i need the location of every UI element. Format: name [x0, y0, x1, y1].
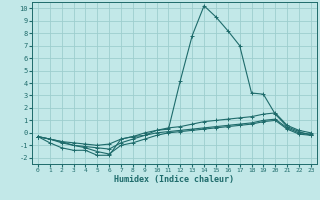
X-axis label: Humidex (Indice chaleur): Humidex (Indice chaleur): [115, 175, 234, 184]
